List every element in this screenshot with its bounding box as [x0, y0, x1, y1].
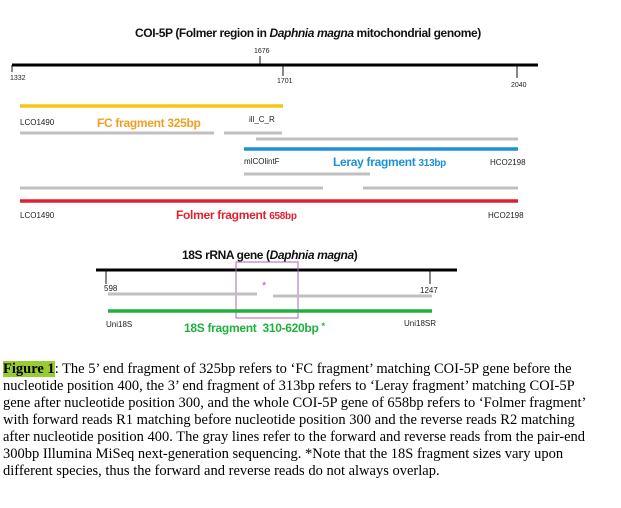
primer: Uni18SR — [404, 319, 436, 328]
reads — [108, 292, 432, 298]
gap-mark: * — [262, 280, 267, 292]
fragment-label: FC fragment 325bp — [97, 116, 201, 130]
position-label: 1332 — [10, 75, 26, 82]
primer: Uni18S — [106, 320, 132, 329]
fragment-label: Folmer fragment 658bp — [176, 208, 297, 222]
primer: mlCOlintF — [244, 157, 280, 166]
fragment-label: 18S fragment 310-620bp * — [184, 321, 326, 335]
position-label: 1676 — [254, 48, 270, 55]
figure-caption: Figure 1: The 5’ end fragment of 325bp r… — [3, 361, 593, 480]
fragment-label: Leray fragment 313bp — [333, 155, 446, 169]
rrna-title: 18S rRNA gene (Daphnia magna) — [182, 248, 358, 262]
coi-title: COI-5P (Folmer region in Daphnia magna m… — [135, 26, 481, 40]
primer: LCO1490 — [20, 211, 55, 220]
reads — [20, 131, 518, 190]
position-label: 598 — [104, 284, 118, 293]
position-label: 1247 — [420, 286, 438, 295]
primer: ill_C_R — [249, 115, 275, 124]
caption-label: Figure 1 — [3, 361, 55, 377]
ticks — [11, 56, 518, 78]
primer: HCO2198 — [490, 158, 526, 167]
caption-text: : The 5’ end fragment of 325bp refers to… — [3, 361, 586, 479]
primer: HCO2198 — [488, 211, 524, 220]
position-label: 2040 — [511, 82, 527, 89]
section-header: FIGURES — [2, 0, 64, 5]
primer: LCO1490 — [20, 118, 55, 127]
position-label: 1701 — [277, 78, 293, 85]
gap-box — [235, 261, 299, 319]
figure: COI-5P (Folmer region in Daphnia magna m… — [10, 26, 538, 335]
